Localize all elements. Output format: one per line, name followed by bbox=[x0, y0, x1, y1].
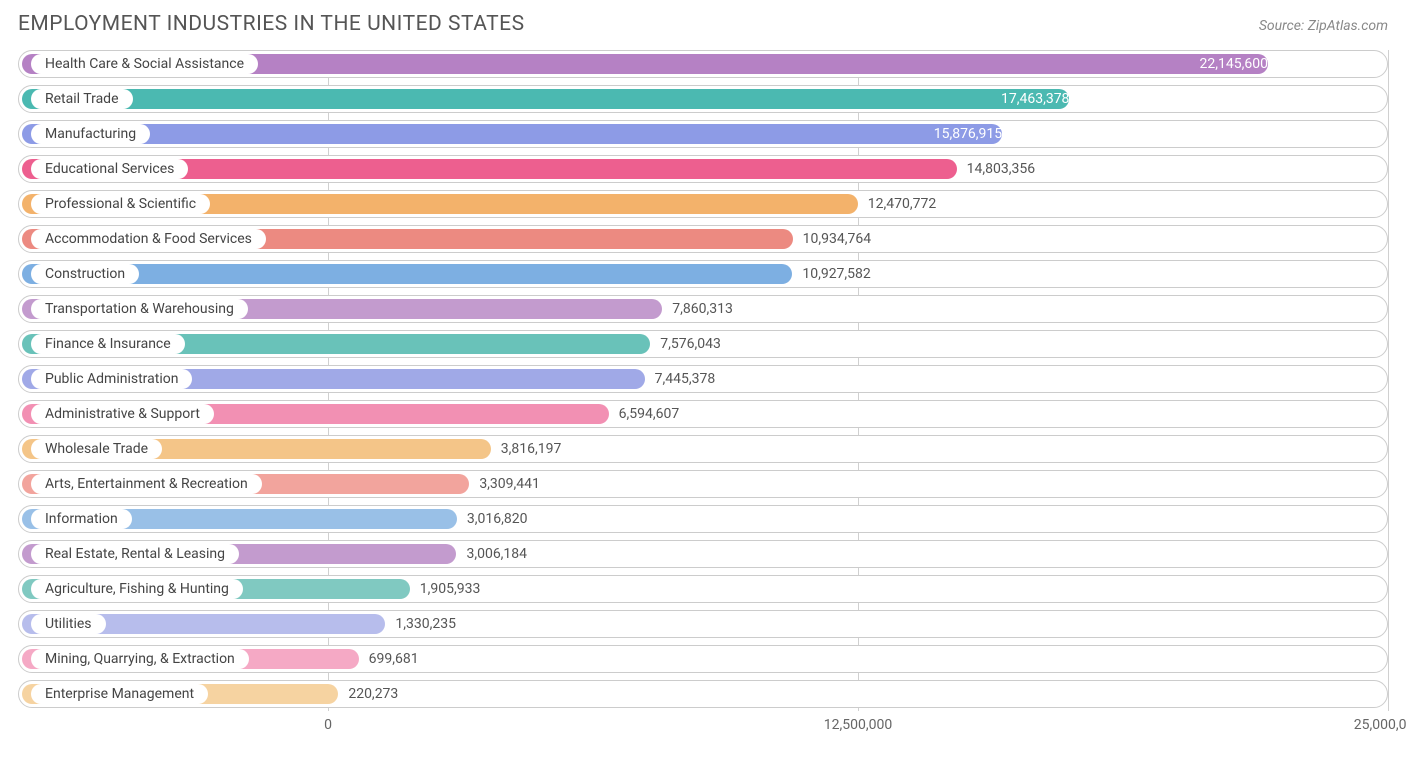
category-pill: Arts, Entertainment & Recreation bbox=[31, 474, 262, 494]
bar-row: Construction 10,927,582 bbox=[18, 260, 1388, 288]
bar-row: Real Estate, Rental & Leasing 3,006,184 bbox=[18, 540, 1388, 568]
category-pill: Transportation & Warehousing bbox=[31, 299, 248, 319]
category-pill: Public Administration bbox=[31, 369, 192, 389]
value-label: 12,470,772 bbox=[868, 191, 936, 217]
value-label: 1,330,235 bbox=[395, 611, 456, 637]
value-label: 10,927,582 bbox=[802, 261, 870, 287]
bar-row: Utilities 1,330,235 bbox=[18, 610, 1388, 638]
bar-row: Accommodation & Food Services 10,934,764 bbox=[18, 225, 1388, 253]
chart-header: EMPLOYMENT INDUSTRIES IN THE UNITED STAT… bbox=[18, 12, 1388, 36]
value-label: 17,463,378 bbox=[19, 86, 1069, 112]
value-label: 220,273 bbox=[348, 681, 398, 707]
bar-row: Public Administration 7,445,378 bbox=[18, 365, 1388, 393]
value-label: 7,445,378 bbox=[655, 366, 716, 392]
value-label: 7,860,313 bbox=[672, 296, 733, 322]
category-pill: Accommodation & Food Services bbox=[31, 229, 266, 249]
bar-row: Mining, Quarrying, & Extraction 699,681 bbox=[18, 645, 1388, 673]
value-label: 3,016,820 bbox=[467, 506, 528, 532]
employment-chart: Health Care & Social Assistance22,145,60… bbox=[18, 50, 1388, 739]
value-label: 7,576,043 bbox=[660, 331, 721, 357]
bar-row: Wholesale Trade 3,816,197 bbox=[18, 435, 1388, 463]
bar-row: Arts, Entertainment & Recreation 3,309,44… bbox=[18, 470, 1388, 498]
value-label: 3,816,197 bbox=[501, 436, 562, 462]
chart-source: Source: ZipAtlas.com bbox=[1259, 18, 1388, 34]
bar-row: Information 3,016,820 bbox=[18, 505, 1388, 533]
value-label: 15,876,915 bbox=[19, 121, 1002, 147]
value-label: 14,803,356 bbox=[967, 156, 1035, 182]
value-label: 1,905,933 bbox=[420, 576, 481, 602]
bar-row: Agriculture, Fishing & Hunting 1,905,933 bbox=[18, 575, 1388, 603]
category-pill: Construction bbox=[31, 264, 139, 284]
bar-row: Educational Services 14,803,356 bbox=[18, 155, 1388, 183]
x-axis: 012,500,00025,000,000 bbox=[18, 715, 1388, 739]
bar-row: Administrative & Support 6,594,607 bbox=[18, 400, 1388, 428]
axis-tick: 0 bbox=[324, 717, 332, 733]
axis-tick: 12,500,000 bbox=[824, 717, 892, 733]
value-label: 10,934,764 bbox=[803, 226, 871, 252]
category-pill: Administrative & Support bbox=[31, 404, 214, 424]
bar-row: Health Care & Social Assistance22,145,60… bbox=[18, 50, 1388, 78]
category-pill: Finance & Insurance bbox=[31, 334, 185, 354]
value-label: 6,594,607 bbox=[619, 401, 680, 427]
value-label: 3,309,441 bbox=[479, 471, 540, 497]
bar-row: Manufacturing15,876,915 bbox=[18, 120, 1388, 148]
bar-row: Retail Trade17,463,378 bbox=[18, 85, 1388, 113]
gridline bbox=[1388, 50, 1389, 711]
category-pill: Mining, Quarrying, & Extraction bbox=[31, 649, 249, 669]
bar-row: Professional & Scientific 12,470,772 bbox=[18, 190, 1388, 218]
category-pill: Agriculture, Fishing & Hunting bbox=[31, 579, 243, 599]
category-pill: Professional & Scientific bbox=[31, 194, 210, 214]
bar-row: Enterprise Management 220,273 bbox=[18, 680, 1388, 708]
chart-title: EMPLOYMENT INDUSTRIES IN THE UNITED STAT… bbox=[18, 12, 525, 36]
category-pill: Real Estate, Rental & Leasing bbox=[31, 544, 239, 564]
category-pill: Utilities bbox=[31, 614, 106, 634]
bar-row: Finance & Insurance 7,576,043 bbox=[18, 330, 1388, 358]
bar-row: Transportation & Warehousing 7,860,313 bbox=[18, 295, 1388, 323]
value-label: 699,681 bbox=[369, 646, 419, 672]
value-label: 22,145,600 bbox=[19, 51, 1268, 77]
axis-tick: 25,000,000 bbox=[1354, 717, 1406, 733]
category-pill: Enterprise Management bbox=[31, 684, 208, 704]
value-label: 3,006,184 bbox=[466, 541, 527, 567]
chart-rows: Health Care & Social Assistance22,145,60… bbox=[18, 50, 1388, 708]
category-pill: Educational Services bbox=[31, 159, 188, 179]
category-pill: Wholesale Trade bbox=[31, 439, 162, 459]
category-pill: Information bbox=[31, 509, 132, 529]
